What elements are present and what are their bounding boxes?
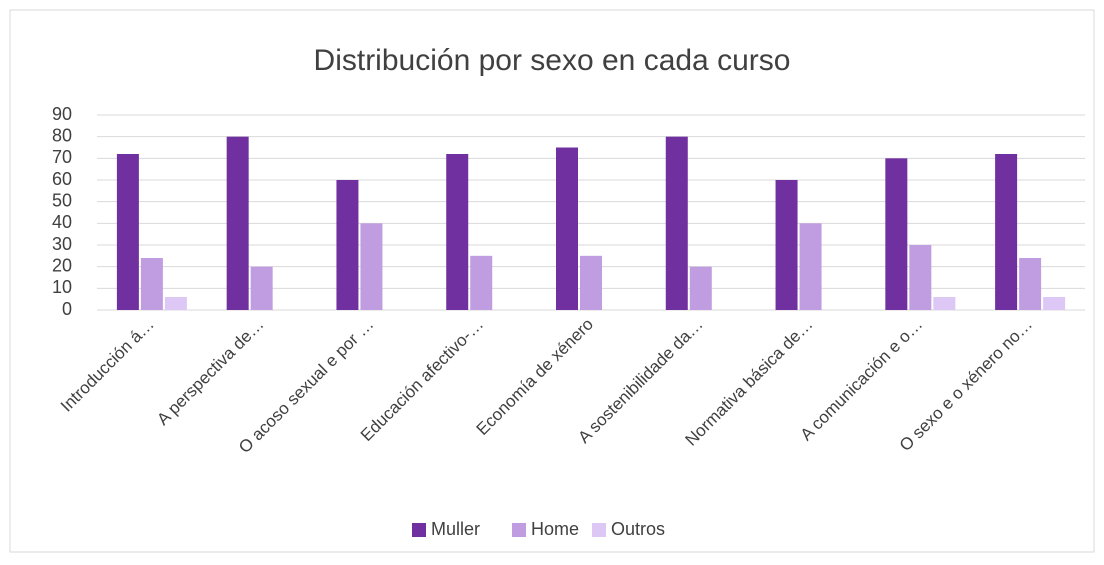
bar [140, 258, 163, 310]
bar [1019, 258, 1042, 310]
legend-label: Muller [431, 519, 480, 539]
y-tick-label: 90 [52, 104, 72, 124]
bar [336, 180, 359, 310]
bar [360, 223, 383, 310]
legend-label: Home [531, 519, 579, 539]
bar [909, 245, 932, 310]
legend-swatch [512, 523, 526, 537]
bar [1043, 297, 1066, 310]
chart-border [9, 9, 1095, 553]
y-tick-label: 60 [52, 169, 72, 189]
legend-swatch [592, 523, 606, 537]
bar [799, 223, 822, 310]
y-tick-label: 0 [62, 299, 72, 319]
bar [470, 255, 493, 310]
legend-label: Outros [611, 519, 665, 539]
y-tick-label: 70 [52, 147, 72, 167]
bar [446, 154, 469, 310]
y-tick-label: 40 [52, 212, 72, 232]
bar [689, 266, 712, 310]
y-tick-label: 20 [52, 255, 72, 275]
bar [116, 154, 139, 310]
bar [556, 147, 578, 310]
y-tick-label: 10 [52, 277, 72, 297]
bar [250, 266, 273, 310]
bar [164, 297, 187, 310]
y-tick-label: 50 [52, 190, 72, 210]
legend-swatch [412, 523, 426, 537]
bar [885, 158, 908, 310]
bar [226, 136, 249, 310]
bar [665, 136, 688, 310]
chart-title: Distribución por sexo en cada curso [314, 44, 791, 77]
bar [580, 255, 602, 310]
y-tick-label: 30 [52, 234, 72, 254]
bar [995, 154, 1018, 310]
bar [775, 180, 798, 310]
bar [933, 297, 956, 310]
y-tick-label: 80 [52, 125, 72, 145]
